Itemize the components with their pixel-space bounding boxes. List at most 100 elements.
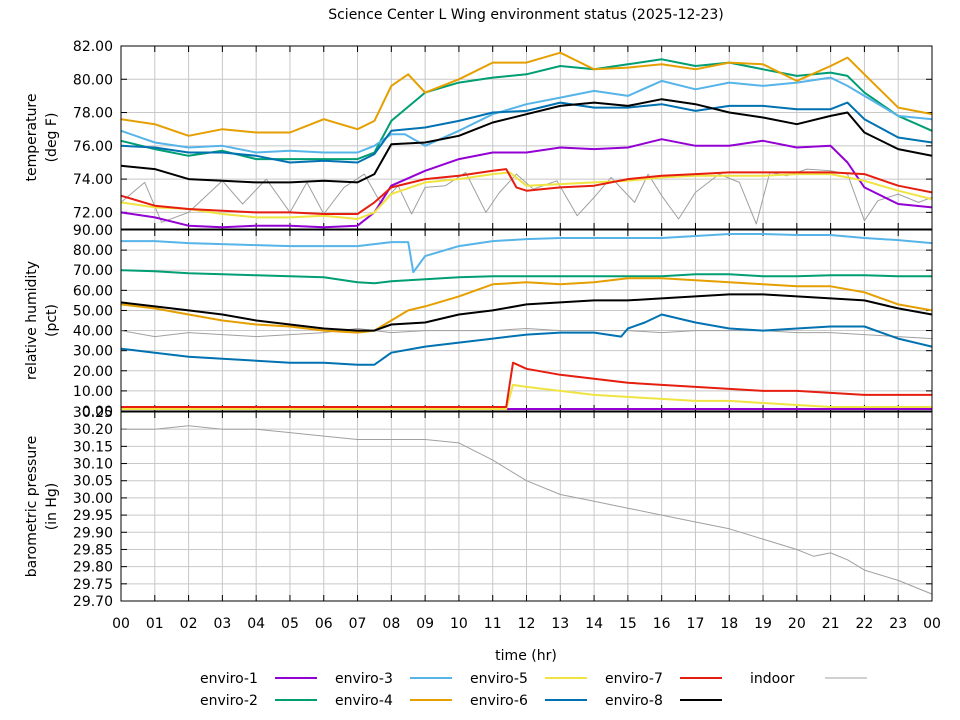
legend-item: enviro-8 bbox=[605, 693, 722, 709]
series-line-enviro-8 bbox=[121, 98, 932, 184]
series-line-enviro-6 bbox=[121, 313, 932, 366]
legend-label: enviro-3 bbox=[335, 671, 393, 687]
y-tick-label: 60.00 bbox=[73, 283, 113, 299]
y-tick-label: 30.10 bbox=[73, 457, 113, 473]
x-tick-label: 03 bbox=[213, 616, 231, 632]
x-tick-label: 02 bbox=[180, 616, 198, 632]
legend-item: enviro-1 bbox=[200, 671, 317, 687]
legend: enviro-1 enviro-2 enviro-3 enviro-4 enviro-5… bbox=[200, 671, 867, 709]
y-tick-label: 40.00 bbox=[73, 324, 113, 340]
chart-title: Science Center L Wing environment status… bbox=[328, 7, 724, 23]
x-tick-label: 06 bbox=[315, 616, 333, 632]
x-tick-label: 00 bbox=[923, 616, 941, 632]
x-tick-label: 07 bbox=[349, 616, 367, 632]
x-tick-label: 17 bbox=[687, 616, 705, 632]
legend-item: indoor bbox=[750, 671, 867, 687]
x-tick-label: 01 bbox=[146, 616, 164, 632]
legend-label: enviro-6 bbox=[470, 693, 528, 709]
y-tick-label: 29.95 bbox=[73, 508, 113, 524]
legend-item: enviro-4 bbox=[335, 693, 452, 709]
series-line-enviro-7 bbox=[121, 361, 932, 408]
legend-item: enviro-7 bbox=[605, 671, 722, 687]
y-tick-label: 0.00 bbox=[82, 404, 113, 420]
y-tick-label: 72.00 bbox=[73, 205, 113, 221]
series-line-enviro-5 bbox=[121, 383, 932, 410]
legend-label: indoor bbox=[750, 671, 795, 687]
x-tick-label: 11 bbox=[484, 616, 502, 632]
x-tick-label: 15 bbox=[619, 616, 637, 632]
legend-item: enviro-2 bbox=[200, 693, 317, 709]
plot-frame bbox=[120, 229, 933, 412]
legend-item: enviro-5 bbox=[470, 671, 587, 687]
legend-label: enviro-8 bbox=[605, 693, 663, 709]
x-tick-label: 19 bbox=[754, 616, 772, 632]
y-tick-label: 74.00 bbox=[73, 172, 113, 188]
x-tick-label: 08 bbox=[382, 616, 400, 632]
y-tick-label: 29.90 bbox=[73, 525, 113, 541]
y-tick-label: 29.70 bbox=[73, 594, 113, 610]
series-group bbox=[121, 51, 932, 229]
y-axis-title: temperature (deg F) bbox=[24, 94, 60, 182]
x-tick-label: 05 bbox=[281, 616, 299, 632]
y-tick-label: 30.20 bbox=[73, 422, 113, 438]
panel-2: 0.00 10.00 20.00 30.00 40.00 50.00 60.00 70.00 8… bbox=[24, 223, 933, 420]
y-tick-label: 30.25 bbox=[73, 405, 113, 421]
series-line-enviro-3 bbox=[121, 76, 932, 154]
x-tick-label: 13 bbox=[551, 616, 569, 632]
y-tick-label: 29.75 bbox=[73, 577, 113, 593]
legend-label: enviro-2 bbox=[200, 693, 258, 709]
y-tick-label: 29.85 bbox=[73, 542, 113, 558]
y-tick-label: 70.00 bbox=[73, 263, 113, 279]
y-tick-label: 78.00 bbox=[73, 106, 113, 122]
y-tick-label: 30.15 bbox=[73, 439, 113, 455]
x-tick-label: 22 bbox=[856, 616, 874, 632]
series-group bbox=[121, 233, 932, 410]
series-line-enviro-4 bbox=[121, 51, 932, 137]
x-tick-label: 04 bbox=[247, 616, 265, 632]
x-tick-label: 00 bbox=[112, 616, 130, 632]
series-group bbox=[121, 425, 932, 595]
series-line-enviro-2 bbox=[121, 58, 932, 161]
plot-frame bbox=[120, 411, 933, 602]
legend-label: enviro-7 bbox=[605, 671, 663, 687]
x-tick-label: 20 bbox=[788, 616, 806, 632]
x-tick-label: 10 bbox=[450, 616, 468, 632]
x-tick-label: 09 bbox=[416, 616, 434, 632]
y-tick-label: 30.00 bbox=[73, 491, 113, 507]
y-tick-label: 10.00 bbox=[73, 384, 113, 400]
series-line-enviro-4 bbox=[121, 277, 932, 334]
series-line-indoor bbox=[121, 328, 932, 340]
panels: 72.00 74.00 76.00 78.00 80.00 82.00 temperatur… bbox=[24, 39, 941, 632]
y-tick-label: 20.00 bbox=[73, 364, 113, 380]
y-tick-label: 29.80 bbox=[73, 560, 113, 576]
series-line-enviro-5 bbox=[121, 171, 932, 220]
legend-item: enviro-3 bbox=[335, 671, 452, 687]
x-tick-label: 21 bbox=[822, 616, 840, 632]
panel-1: 72.00 74.00 76.00 78.00 80.00 82.00 temperatur… bbox=[24, 39, 933, 230]
y-tick-label: 30.00 bbox=[73, 344, 113, 360]
x-tick-label: 14 bbox=[585, 616, 603, 632]
x-axis-title: time (hr) bbox=[495, 648, 557, 664]
y-tick-label: 30.05 bbox=[73, 474, 113, 490]
x-tick-label: 12 bbox=[518, 616, 536, 632]
x-tick-label: 16 bbox=[653, 616, 671, 632]
legend-label: enviro-4 bbox=[335, 693, 393, 709]
legend-label: enviro-5 bbox=[470, 671, 528, 687]
series-line-enviro-1 bbox=[121, 138, 932, 229]
y-tick-label: 50.00 bbox=[73, 303, 113, 319]
y-tick-label: 90.00 bbox=[73, 223, 113, 239]
plot-frame bbox=[120, 45, 933, 230]
series-line-enviro-7 bbox=[121, 168, 932, 215]
x-tick-label: 23 bbox=[889, 616, 907, 632]
y-axis-title: barometric pressure (in Hg) bbox=[24, 436, 60, 577]
series-line-enviro-8 bbox=[121, 293, 932, 332]
y-axis-title: relative humidity (pct) bbox=[24, 261, 60, 380]
series-line-enviro-6 bbox=[121, 101, 932, 164]
legend-label: enviro-1 bbox=[200, 671, 258, 687]
y-tick-label: 80.00 bbox=[73, 72, 113, 88]
y-tick-label: 80.00 bbox=[73, 243, 113, 259]
x-tick-label: 18 bbox=[720, 616, 738, 632]
series-line-enviro-3 bbox=[121, 233, 932, 274]
